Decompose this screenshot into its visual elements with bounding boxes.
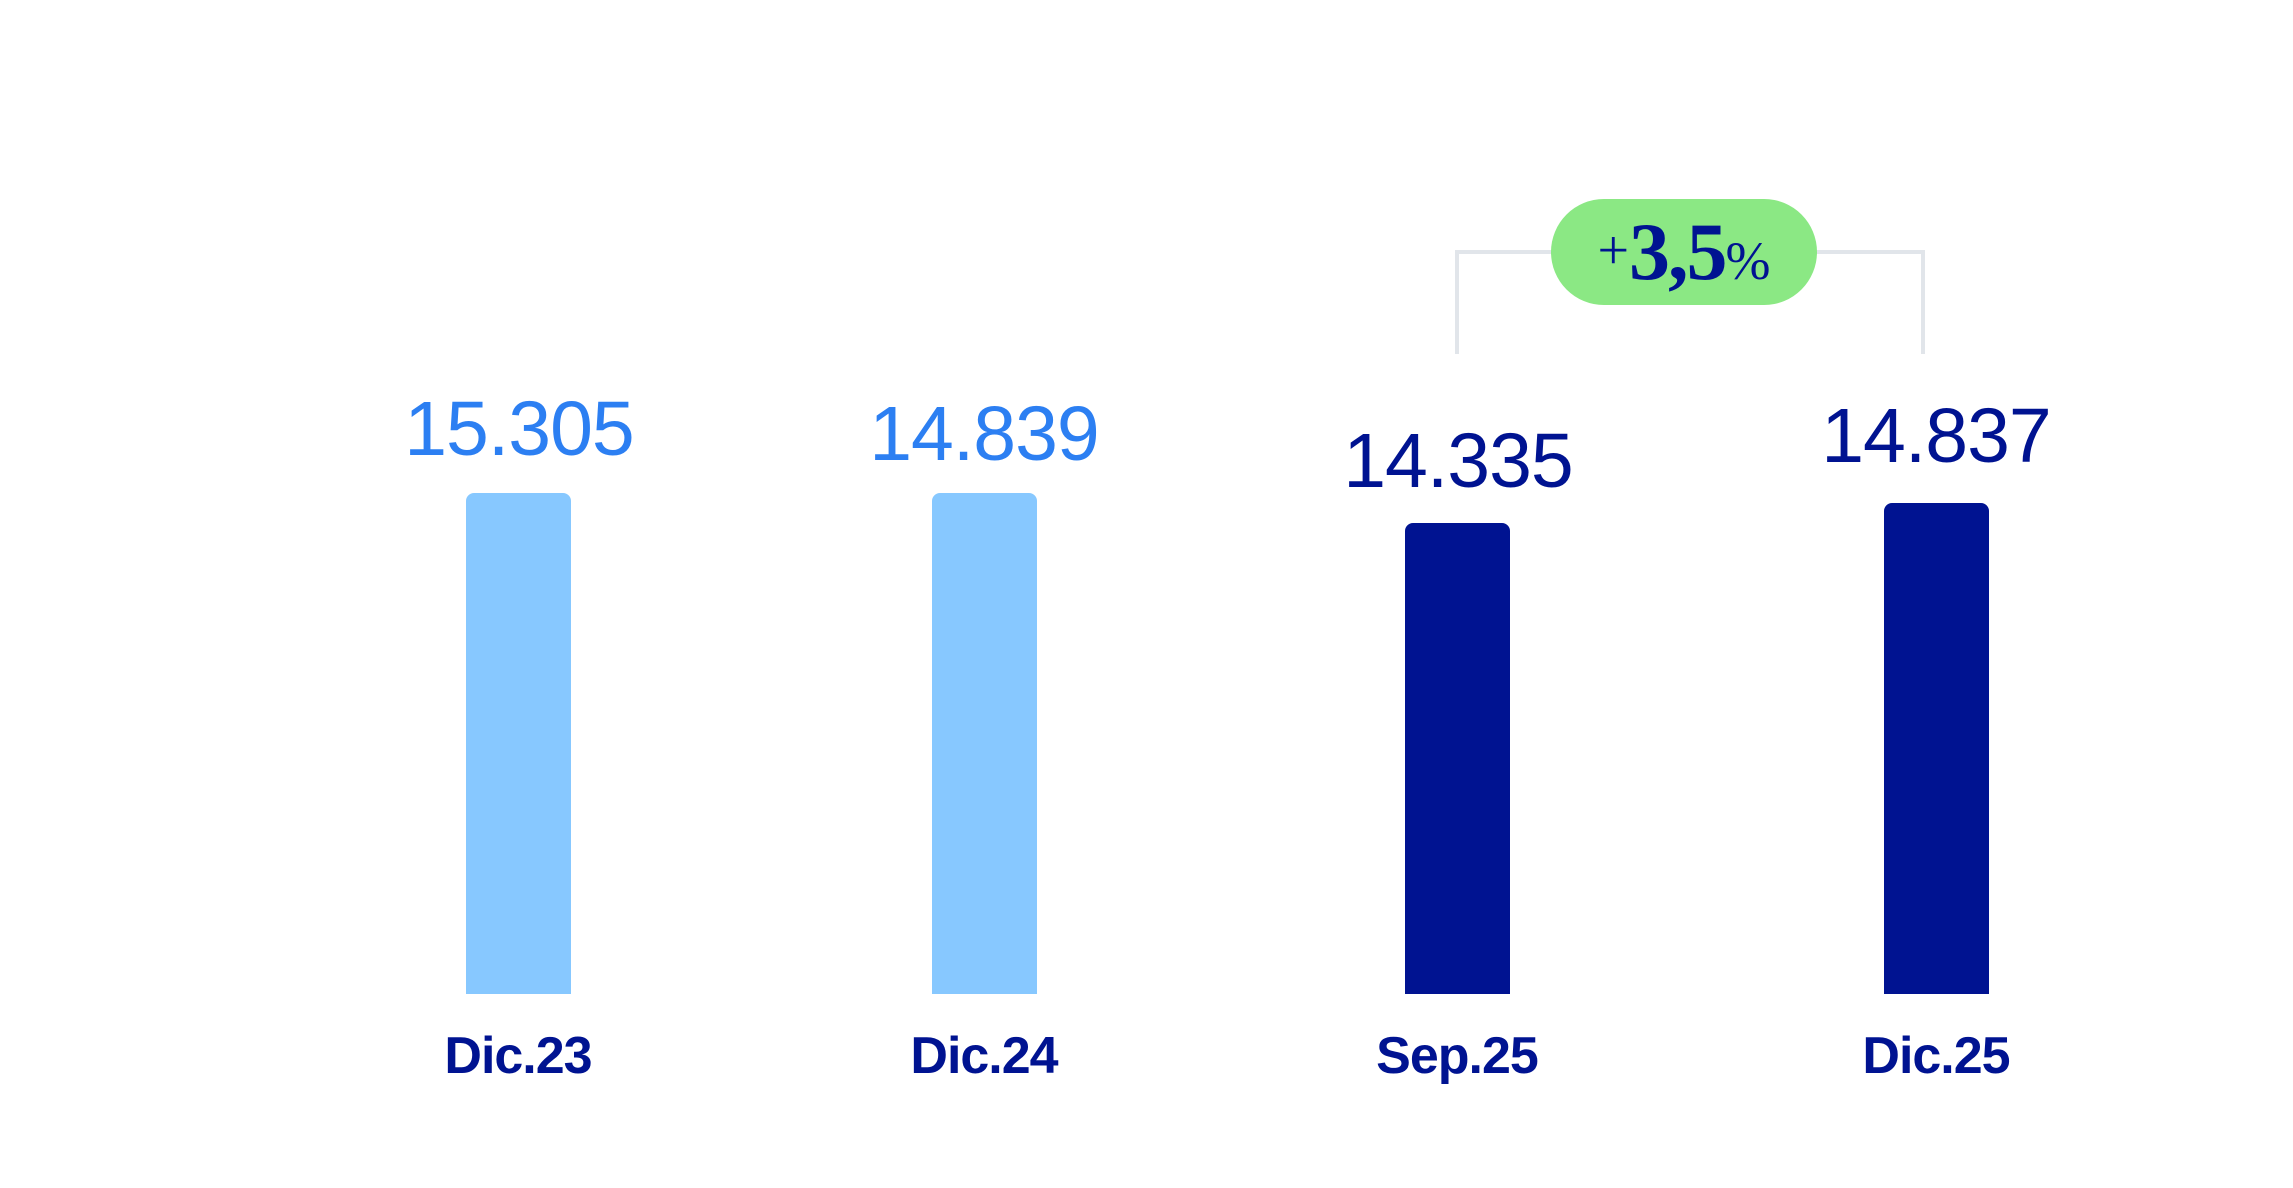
bar-value-label: 14.335	[1343, 418, 1574, 504]
category-label: Dic.24	[910, 1027, 1058, 1085]
growth-sign: +	[1597, 220, 1630, 282]
category-label: Dic.23	[444, 1027, 592, 1085]
bar-value-label: 15.305	[404, 386, 635, 472]
category-label: Dic.25	[1862, 1027, 2010, 1085]
growth-value: 3,5	[1629, 206, 1727, 297]
growth-badge-text: +3,5%	[1597, 211, 1770, 293]
growth-percent: %	[1725, 231, 1771, 291]
bar-dic25	[1884, 503, 1989, 994]
growth-badge: +3,5%	[1551, 199, 1817, 305]
bar-dic24	[932, 493, 1037, 994]
category-label: Sep.25	[1376, 1027, 1539, 1085]
bar-value-label: 14.837	[1821, 393, 2052, 479]
bar-sep25	[1405, 523, 1510, 994]
bracket-left-leg	[1455, 250, 1459, 354]
bar-value-label: 14.839	[869, 391, 1100, 477]
bracket-right-leg	[1921, 250, 1925, 354]
bar-dic23	[466, 493, 571, 994]
